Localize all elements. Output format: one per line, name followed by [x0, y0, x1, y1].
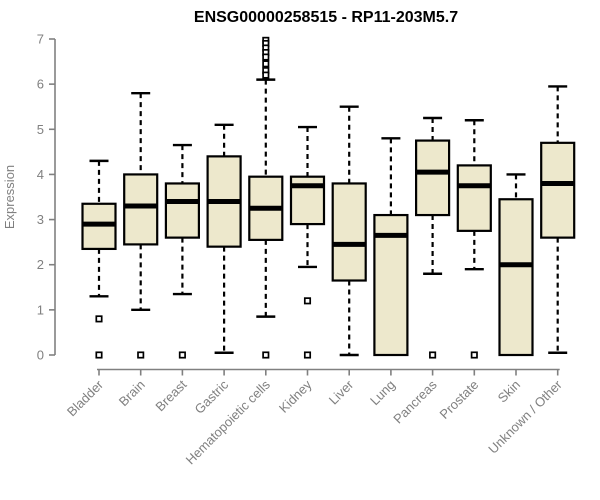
y-tick-label: 4 — [37, 167, 44, 182]
y-tick-label: 7 — [37, 32, 44, 47]
iqr-box — [123, 173, 159, 246]
boxplot-liver — [331, 105, 367, 357]
boxplot-prostate — [456, 119, 492, 359]
outlier-point — [262, 351, 270, 359]
boxplot-lung — [373, 137, 409, 357]
boxplot-kidney — [289, 125, 326, 359]
x-tick-label: Kidney — [276, 377, 315, 416]
x-tick-label: Prostate — [437, 377, 482, 422]
outlier-point — [262, 71, 270, 79]
x-tick-label: Gastric — [192, 377, 232, 417]
y-axis: 0 1 2 3 4 5 6 7 — [37, 32, 56, 363]
boxplot-pancreas — [415, 116, 451, 359]
outlier-point — [95, 315, 103, 323]
outlier-point — [303, 297, 312, 305]
y-tick-label: 6 — [37, 77, 44, 92]
outlier-point — [303, 351, 312, 359]
boxplot-gastric — [206, 123, 242, 354]
y-tick-label: 5 — [37, 122, 44, 137]
iqr-box — [331, 182, 367, 282]
chart-title: ENSG00000258515 - RP11-203M5.7 — [194, 9, 458, 26]
y-tick-label: 1 — [37, 302, 44, 317]
iqr-box — [456, 164, 492, 232]
outlier-point — [262, 60, 270, 68]
x-tick-label: Lung — [367, 377, 398, 408]
x-tick-label: Bladder — [64, 377, 107, 420]
boxplot-hematopoietic-cells — [248, 36, 284, 359]
outlier-point — [470, 351, 478, 359]
x-tick-label: Unknown / Other — [485, 377, 565, 457]
x-tick-label: Pancreas — [390, 377, 440, 427]
boxplot-bladder — [81, 159, 117, 359]
boxplot-skin — [498, 173, 534, 357]
outlier-point — [95, 351, 103, 359]
y-tick-label: 0 — [37, 348, 44, 363]
outlier-point — [262, 53, 270, 61]
x-tick-label: Skin — [495, 377, 523, 405]
iqr-box — [164, 182, 200, 239]
y-tick-label: 3 — [37, 212, 44, 227]
boxplot-unknown-other — [540, 85, 576, 354]
iqr-box — [373, 213, 409, 357]
boxplot-breast — [164, 143, 200, 359]
iqr-box — [540, 141, 576, 239]
iqr-box — [415, 139, 451, 217]
x-tick-label: Breast — [152, 377, 189, 414]
outlier-point — [137, 351, 145, 359]
x-tick-label: Brain — [116, 377, 148, 409]
iqr-box — [498, 198, 534, 357]
y-axis-title: Expression — [2, 165, 17, 229]
x-tick-label: Liver — [326, 377, 357, 408]
y-tick-label: 2 — [37, 257, 44, 272]
boxplot-brain — [123, 91, 159, 359]
outlier-point — [178, 351, 186, 359]
outlier-point — [429, 351, 437, 359]
